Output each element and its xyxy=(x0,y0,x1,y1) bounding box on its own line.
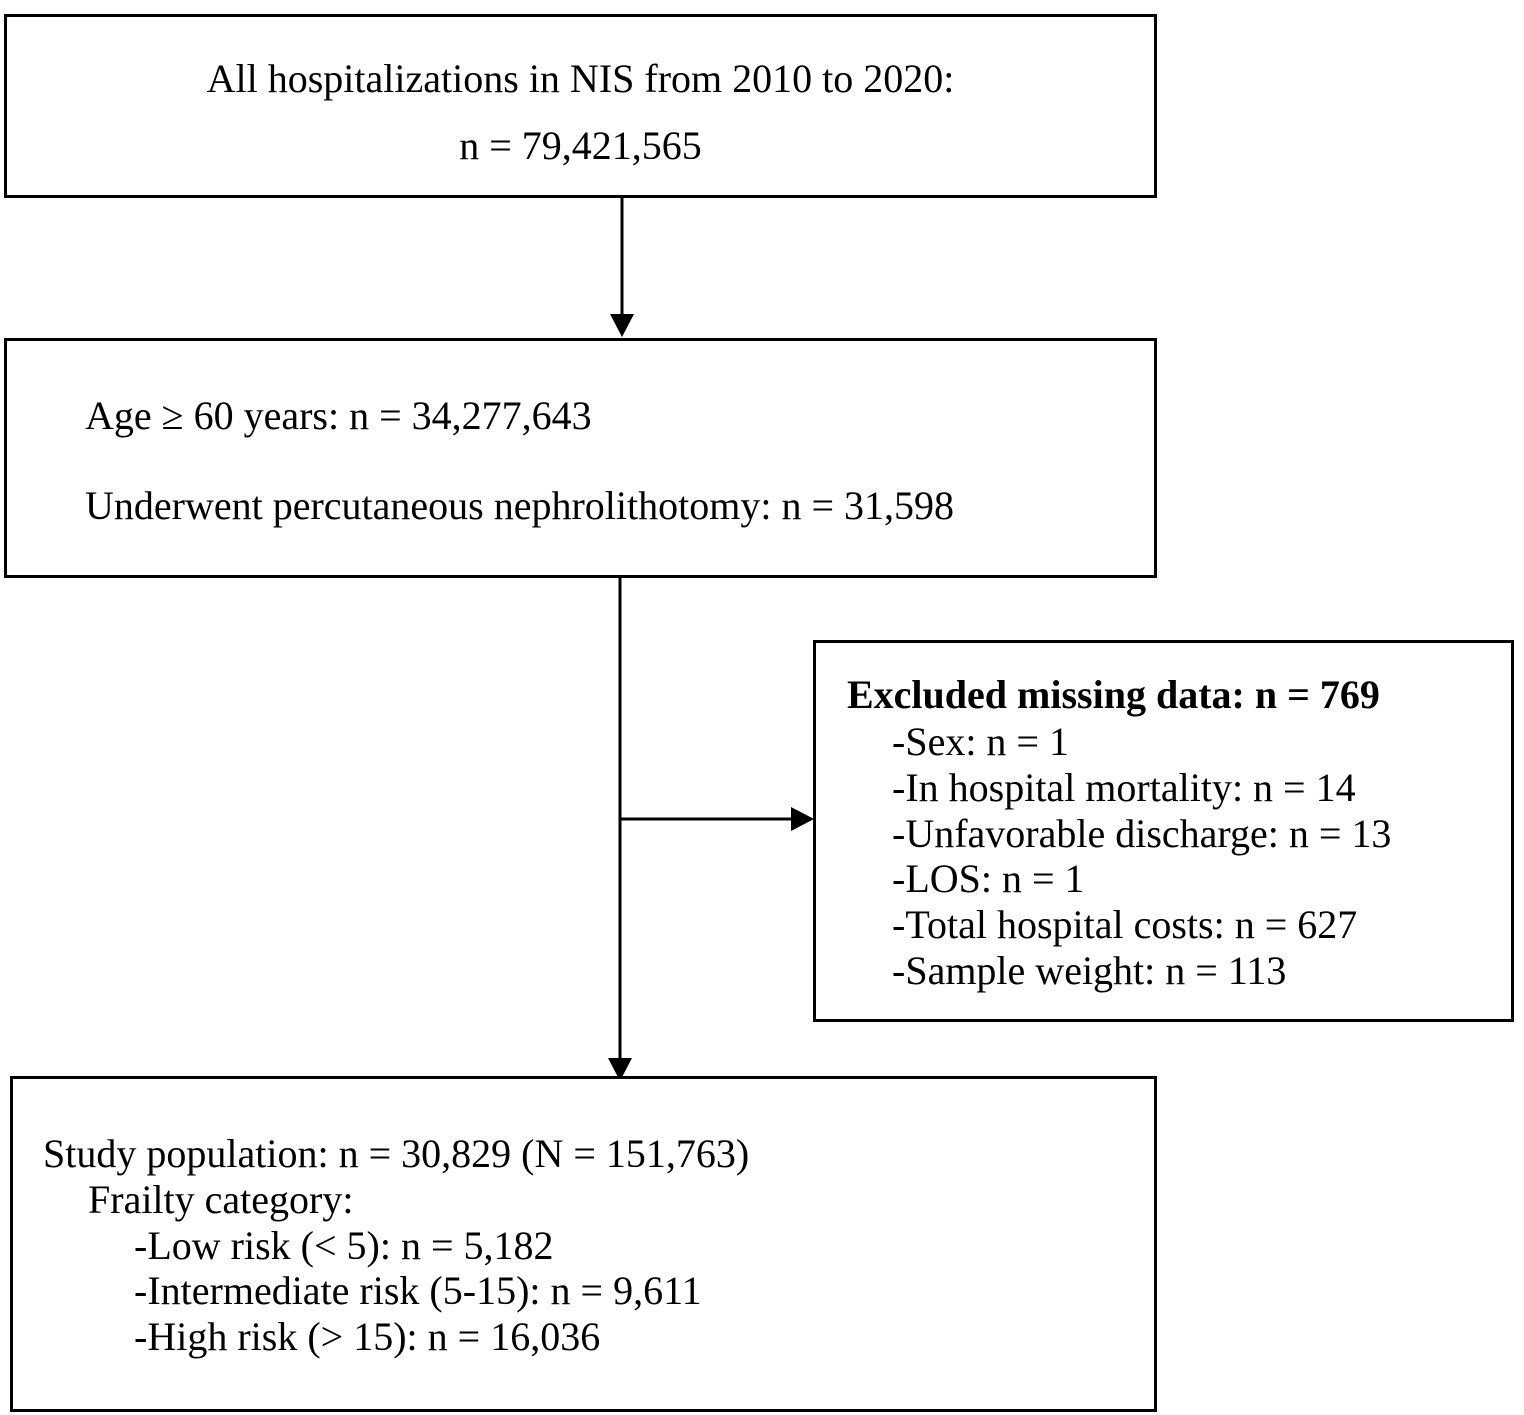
box-all-hospitalizations: All hospitalizations in NIS from 2010 to… xyxy=(4,14,1157,198)
box-study-population: Study population: n = 30,829 (N = 151,76… xyxy=(10,1076,1157,1412)
box-excluded-missing-data: Excluded missing data: n = 769 -Sex: n =… xyxy=(813,640,1514,1022)
box1-line1: All hospitalizations in NIS from 2010 to… xyxy=(206,56,955,101)
study-line2: Frailty category: xyxy=(88,1177,354,1222)
excluded-item-costs: -Total hospital costs: n = 627 xyxy=(892,902,1358,947)
arrow-head-3 xyxy=(608,1058,632,1081)
excluded-item-sex: -Sex: n = 1 xyxy=(892,719,1069,764)
box2-line1: Age ≥ 60 years: n = 34,277,643 xyxy=(85,393,592,438)
excluded-item-weight: -Sample weight: n = 113 xyxy=(892,948,1287,993)
box1-line2: n = 79,421,565 xyxy=(459,123,702,168)
study-item-low: -Low risk (< 5): n = 5,182 xyxy=(134,1223,554,1268)
study-line1: Study population: n = 30,829 (N = 151,76… xyxy=(43,1131,750,1176)
excluded-item-discharge: -Unfavorable discharge: n = 13 xyxy=(892,811,1392,856)
arrow-head-2 xyxy=(791,807,814,831)
box-age-pcnl: Age ≥ 60 years: n = 34,277,643 Underwent… xyxy=(4,338,1157,578)
excluded-title: Excluded missing data: n = 769 xyxy=(847,672,1380,717)
box2-line2: Underwent percutaneous nephrolithotomy: … xyxy=(85,483,955,528)
study-item-high: -High risk (> 15): n = 16,036 xyxy=(134,1314,601,1359)
excluded-item-los: -LOS: n = 1 xyxy=(892,856,1085,901)
arrow-head-1 xyxy=(610,314,634,337)
excluded-item-mortality: -In hospital mortality: n = 14 xyxy=(892,765,1356,810)
study-item-intermediate: -Intermediate risk (5-15): n = 9,611 xyxy=(134,1268,702,1313)
